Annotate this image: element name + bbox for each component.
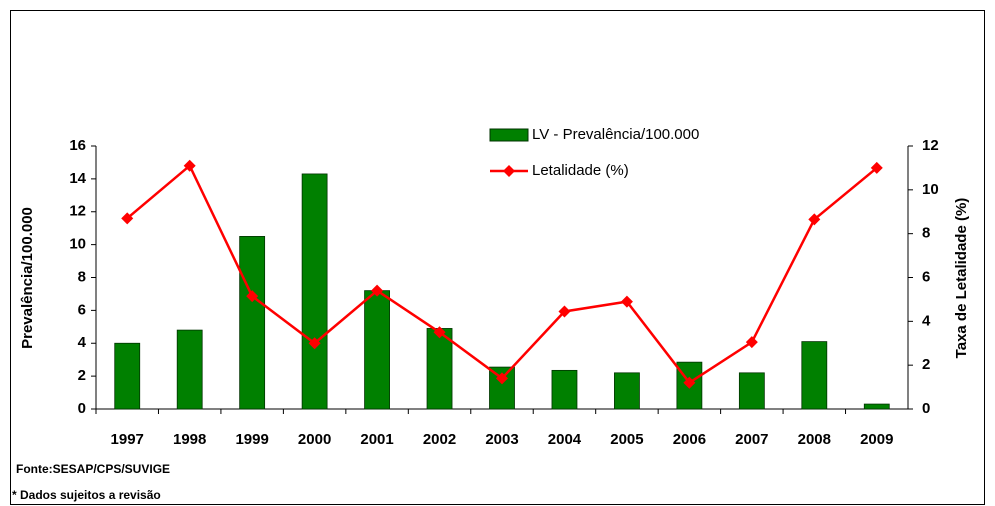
legend-label: Letalidade (%) bbox=[532, 162, 629, 179]
y2-axis-label: Taxa de Letalidade (%) bbox=[953, 198, 970, 359]
y2-tick-label: 2 bbox=[922, 356, 930, 373]
x-tick-label: 1998 bbox=[173, 431, 206, 448]
x-tick-label: 2003 bbox=[485, 431, 518, 448]
y2-tick-label: 0 bbox=[922, 400, 930, 417]
y-tick-label: 12 bbox=[69, 203, 86, 220]
bar bbox=[614, 372, 640, 410]
y-tick-label: 0 bbox=[78, 400, 86, 417]
y-axis-label: Prevalência/100.000 bbox=[19, 207, 36, 349]
line-marker bbox=[183, 159, 196, 172]
y-tick-label: 4 bbox=[78, 334, 87, 351]
x-tick-label: 2002 bbox=[423, 431, 456, 448]
bar bbox=[176, 329, 203, 410]
line-marker bbox=[870, 161, 883, 174]
y2-tick-label: 8 bbox=[922, 225, 930, 242]
bar bbox=[738, 372, 765, 410]
bar bbox=[863, 403, 890, 410]
bar bbox=[801, 341, 828, 410]
bar bbox=[551, 369, 578, 410]
y-tick-label: 14 bbox=[69, 170, 86, 187]
x-tick-label: 2004 bbox=[548, 431, 582, 448]
line-marker bbox=[558, 305, 571, 318]
bar bbox=[426, 328, 453, 410]
x-tick-label: 2006 bbox=[673, 431, 706, 448]
y-tick-label: 2 bbox=[78, 367, 86, 384]
x-tick-label: 2000 bbox=[298, 431, 331, 448]
x-tick-label: 2001 bbox=[360, 431, 393, 448]
line-marker bbox=[308, 337, 321, 350]
line-marker bbox=[620, 295, 633, 308]
x-tick-label: 1997 bbox=[111, 431, 144, 448]
x-tick-label: 1999 bbox=[235, 431, 268, 448]
line-marker bbox=[808, 213, 821, 226]
y-tick-label: 16 bbox=[69, 137, 86, 154]
line-marker bbox=[371, 284, 384, 297]
x-tick-label: 2005 bbox=[610, 431, 643, 448]
bar bbox=[301, 173, 328, 410]
line-marker bbox=[121, 212, 134, 225]
y2-tick-label: 10 bbox=[922, 181, 939, 198]
line-marker bbox=[433, 326, 446, 339]
chart-border bbox=[10, 10, 985, 505]
y-tick-label: 6 bbox=[78, 301, 86, 318]
line-marker bbox=[683, 376, 696, 389]
line-marker bbox=[496, 372, 508, 385]
line-marker bbox=[745, 336, 758, 349]
y2-tick-label: 12 bbox=[922, 137, 939, 154]
source-note: Fonte:SESAP/CPS/SUVIGE bbox=[16, 462, 170, 476]
x-tick-label: 2009 bbox=[860, 431, 893, 448]
x-tick-label: 2007 bbox=[735, 431, 768, 448]
line-marker bbox=[246, 290, 259, 303]
footnote: * Dados sujeitos a revisão bbox=[12, 488, 161, 502]
legend-marker bbox=[503, 165, 515, 177]
bar bbox=[114, 342, 141, 410]
legend-swatch bbox=[489, 128, 529, 142]
legend-label: LV - Prevalência/100.000 bbox=[532, 126, 699, 143]
y2-tick-label: 6 bbox=[922, 268, 930, 285]
x-tick-label: 2008 bbox=[798, 431, 831, 448]
y-tick-label: 10 bbox=[69, 236, 86, 253]
bar bbox=[364, 290, 390, 410]
bar bbox=[239, 236, 266, 410]
y2-tick-label: 4 bbox=[922, 312, 931, 329]
y-tick-label: 8 bbox=[78, 268, 86, 285]
